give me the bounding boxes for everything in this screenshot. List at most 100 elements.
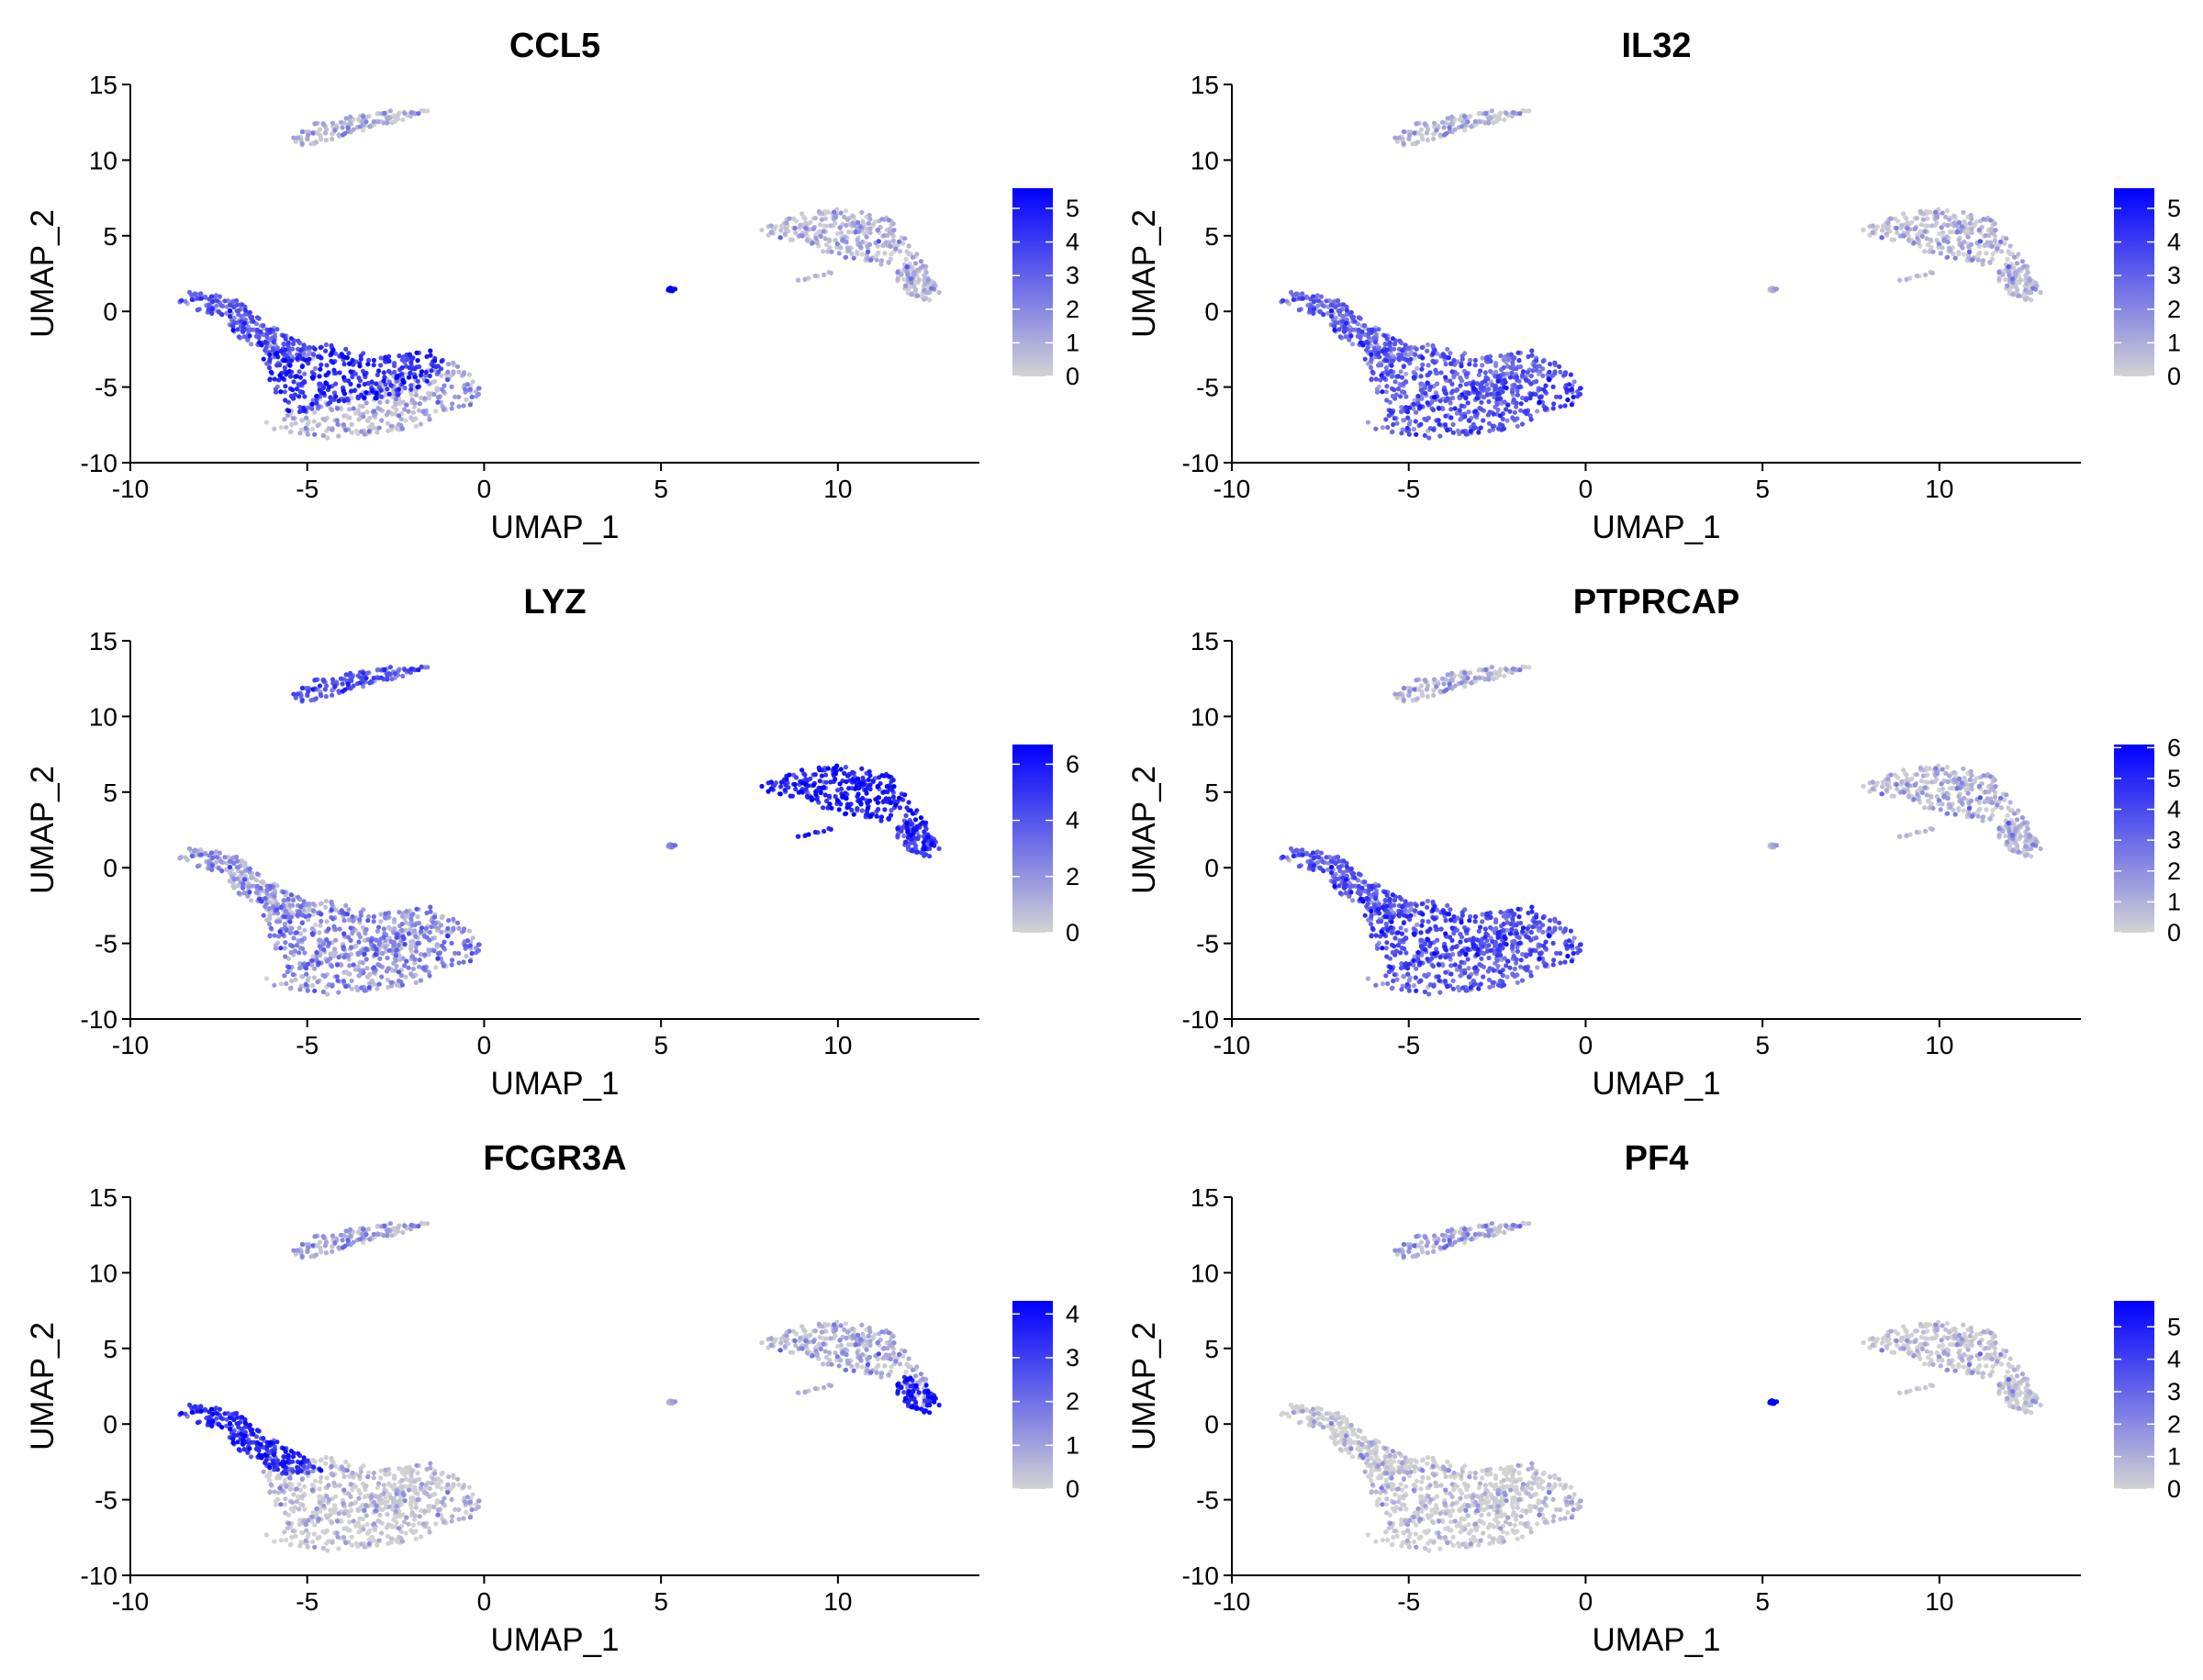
data-point xyxy=(1508,352,1514,357)
data-point xyxy=(1411,426,1417,432)
data-point xyxy=(2016,808,2021,813)
data-point xyxy=(1861,227,1866,233)
data-point xyxy=(341,413,347,419)
data-point xyxy=(1959,800,1964,805)
data-point xyxy=(417,401,422,407)
data-point xyxy=(1989,786,1995,791)
data-point xyxy=(1501,426,1506,431)
data-point xyxy=(231,877,237,882)
data-point xyxy=(1482,378,1488,384)
data-point xyxy=(323,348,329,353)
data-point xyxy=(859,808,865,813)
data-point xyxy=(855,806,860,812)
data-point xyxy=(923,281,928,286)
data-point xyxy=(1915,792,1920,798)
data-point xyxy=(2023,853,2029,858)
data-point xyxy=(1861,783,1866,790)
data-point xyxy=(401,935,407,941)
data-point xyxy=(1924,236,1929,241)
data-point xyxy=(766,789,771,794)
data-point xyxy=(882,251,888,256)
data-point xyxy=(445,934,451,939)
data-point xyxy=(227,308,233,314)
data-point xyxy=(2005,283,2010,288)
data-point xyxy=(1889,237,1895,242)
data-point xyxy=(851,812,856,817)
data-point xyxy=(291,396,296,401)
data-point xyxy=(1463,381,1469,387)
data-point xyxy=(393,958,398,963)
data-point xyxy=(274,907,280,913)
data-point xyxy=(903,812,909,818)
data-point xyxy=(1929,826,1935,832)
data-point xyxy=(399,357,405,363)
data-point xyxy=(1515,392,1520,398)
data-point xyxy=(837,225,843,230)
data-point xyxy=(369,379,375,385)
data-point xyxy=(289,925,295,931)
data-point xyxy=(288,914,294,920)
data-point xyxy=(1922,805,1928,811)
data-point xyxy=(329,907,334,913)
data-point xyxy=(667,287,673,293)
data-point xyxy=(255,315,261,320)
data-point xyxy=(1948,248,1953,253)
data-point xyxy=(346,351,352,356)
data-point xyxy=(296,394,302,399)
data-point xyxy=(1403,379,1409,385)
data-point xyxy=(1486,120,1492,126)
data-point xyxy=(813,236,819,241)
data-point xyxy=(222,855,228,860)
data-point xyxy=(402,407,408,412)
scatter-points xyxy=(177,664,942,997)
data-point xyxy=(378,919,384,924)
data-point xyxy=(299,974,305,980)
data-point xyxy=(879,773,885,778)
data-point xyxy=(1427,370,1433,375)
data-point xyxy=(855,219,861,225)
data-point xyxy=(1940,801,1945,807)
data-point xyxy=(1391,421,1396,428)
data-point xyxy=(334,974,340,980)
data-point xyxy=(209,307,215,312)
data-point xyxy=(261,913,266,918)
data-point xyxy=(376,425,382,431)
data-point xyxy=(2006,805,2011,811)
data-point xyxy=(464,382,471,387)
data-point xyxy=(404,402,409,408)
data-point xyxy=(884,784,890,790)
data-point xyxy=(818,790,823,796)
data-point xyxy=(331,924,337,929)
data-point xyxy=(1918,765,1923,770)
data-point xyxy=(1414,409,1419,415)
data-point xyxy=(286,964,292,970)
data-point xyxy=(302,950,308,956)
data-point xyxy=(1916,241,1921,246)
data-point xyxy=(1392,341,1398,347)
data-point xyxy=(351,406,356,411)
data-point xyxy=(406,965,411,970)
data-point xyxy=(1341,302,1347,308)
data-point xyxy=(1929,223,1935,229)
data-point xyxy=(867,782,873,788)
data-point xyxy=(853,230,858,235)
data-point xyxy=(371,118,376,125)
data-point xyxy=(768,223,774,229)
data-point xyxy=(1411,982,1417,989)
data-point xyxy=(297,431,303,436)
data-point xyxy=(277,929,283,935)
data-point xyxy=(886,218,892,223)
data-point xyxy=(323,380,329,386)
data-point xyxy=(1411,375,1416,380)
data-point xyxy=(817,767,822,773)
data-point xyxy=(341,979,346,984)
data-point xyxy=(230,883,236,890)
data-point xyxy=(1940,786,1946,791)
data-point xyxy=(423,925,429,931)
data-point xyxy=(905,288,911,294)
data-point xyxy=(1516,358,1522,364)
data-point xyxy=(834,763,840,768)
data-point xyxy=(309,982,316,989)
data-point xyxy=(1418,374,1424,379)
data-point xyxy=(318,923,323,928)
